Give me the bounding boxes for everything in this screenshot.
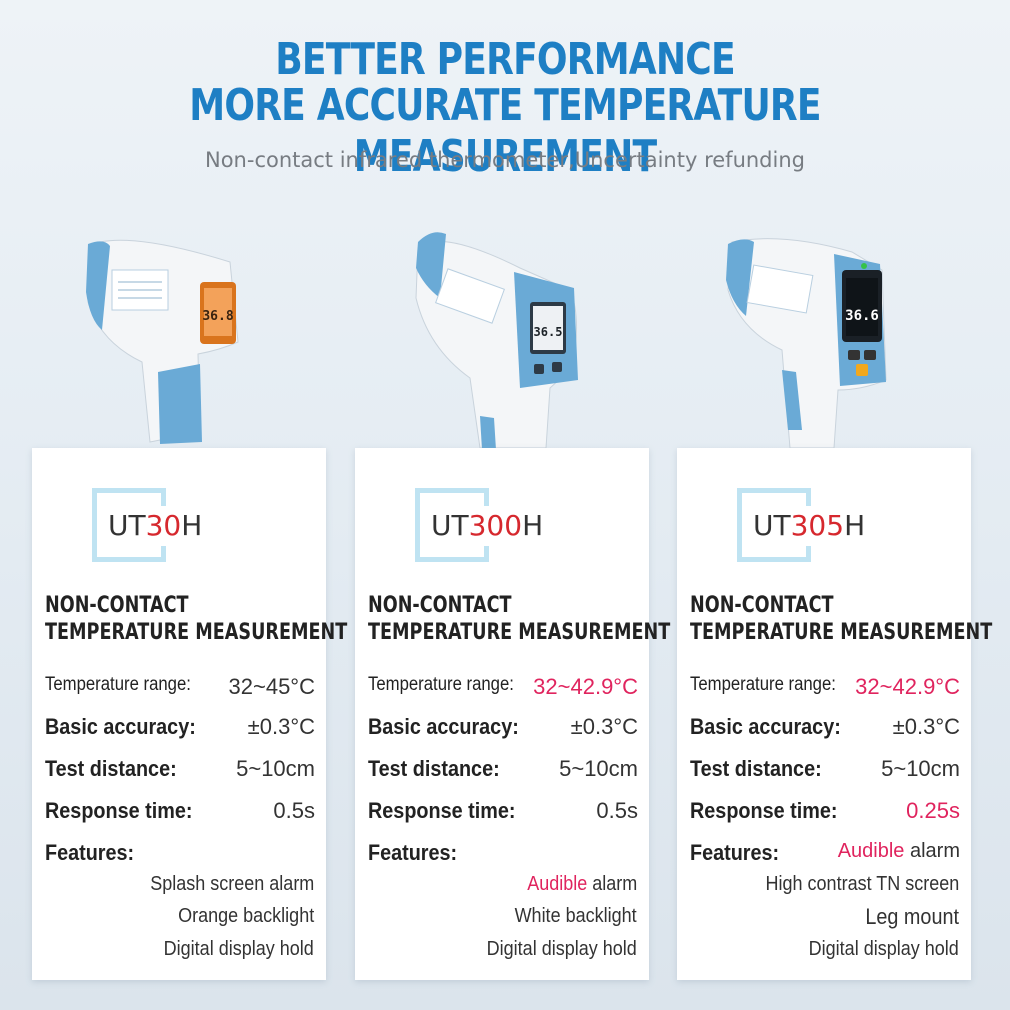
product-card-ut305h: UT305H NON-CONTACT TEMPERATURE MEASUREMEN… [677, 448, 993, 980]
spec-temperature-range: Temperature range: 32~45°C [45, 674, 315, 699]
feature-item: Leg mount [865, 904, 959, 929]
spec-test-distance: Test distance: 5~10cm [690, 756, 960, 781]
ut305h-display-reading: 36.6 [845, 308, 879, 324]
spec-features-label: Features: [368, 840, 458, 865]
spec-test-distance: Test distance: 5~10cm [45, 756, 315, 781]
spec-response-time: Response time: 0.5s [45, 798, 315, 823]
card-title: NON-CONTACT TEMPERATURE MEASUREMENT [690, 593, 993, 645]
spec-test-distance: Test distance: 5~10cm [368, 756, 638, 781]
ut30h-display-reading: 36.8 [202, 309, 233, 324]
feature-item: Splash screen alarm [149, 873, 314, 895]
product-card-ut300h: UT300H NON-CONTACT TEMPERATURE MEASUREMEN… [355, 448, 671, 980]
model-name: UT300H [427, 506, 548, 546]
feature-item: Digital display hold [486, 938, 637, 960]
product-card-ut30h: UT30H NON-CONTACT TEMPERATURE MEASUREMENT… [32, 448, 348, 980]
spec-response-time: Response time: 0.25s [690, 798, 960, 823]
feature-item: Audible alarm [526, 873, 637, 895]
model-name: UT305H [749, 506, 870, 546]
spec-basic-accuracy: Basic accuracy: ±0.3°C [368, 714, 638, 739]
card-title: NON-CONTACT TEMPERATURE MEASUREMENT [368, 593, 671, 645]
feature-item: Orange backlight [177, 905, 314, 927]
spec-features-label: Features: [45, 840, 135, 865]
thermometer-ut305h-image: 36.6 [726, 238, 887, 449]
thermometer-ut30h-image: 36.8 [86, 239, 239, 444]
ut300h-display-reading: 36.5 [534, 325, 563, 339]
headline-line-2: MORE ACCURATE TEMPERATURE MEASUREMENT [189, 80, 821, 182]
thermometer-ut300h-image: 36.5 [415, 232, 578, 450]
feature-item: White backlight [514, 905, 637, 927]
headline-line-1: BETTER PERFORMANCE [275, 34, 735, 85]
feature-item: Digital display hold [808, 938, 959, 960]
card-title: NON-CONTACT TEMPERATURE MEASUREMENT [45, 593, 348, 645]
spec-basic-accuracy: Basic accuracy: ±0.3°C [690, 714, 960, 739]
subtitle: Non-contact infrared thermometer,Uncerta… [205, 148, 805, 172]
spec-response-time: Response time: 0.5s [368, 798, 638, 823]
spec-temperature-range: Temperature range: 32~42.9°C [690, 674, 960, 699]
model-name: UT30H [104, 506, 207, 546]
spec-temperature-range: Temperature range: 32~42.9°C [368, 674, 638, 699]
feature-item: Digital display hold [163, 938, 314, 960]
spec-basic-accuracy: Basic accuracy: ±0.3°C [45, 714, 315, 739]
spec-features-label: Features: Audible alarm [690, 840, 960, 865]
feature-item: High contrast TN screen [765, 873, 959, 895]
